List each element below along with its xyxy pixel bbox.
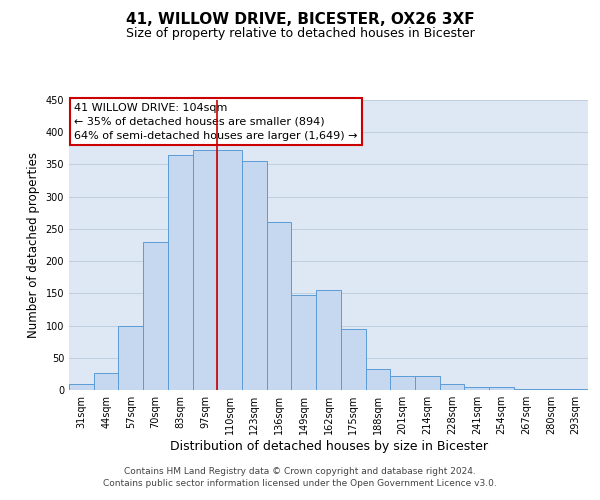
- Bar: [143, 242, 168, 390]
- Text: Size of property relative to detached houses in Bicester: Size of property relative to detached ho…: [125, 28, 475, 40]
- Y-axis label: Number of detached properties: Number of detached properties: [27, 152, 40, 338]
- Text: 41, WILLOW DRIVE, BICESTER, OX26 3XF: 41, WILLOW DRIVE, BICESTER, OX26 3XF: [125, 12, 475, 28]
- X-axis label: Distribution of detached houses by size in Bicester: Distribution of detached houses by size …: [170, 440, 487, 453]
- Bar: [365, 368, 390, 390]
- Bar: [94, 372, 118, 390]
- Bar: [390, 376, 415, 390]
- Bar: [341, 329, 365, 390]
- Bar: [316, 290, 341, 390]
- Bar: [242, 161, 267, 390]
- Bar: [267, 222, 292, 390]
- Bar: [292, 296, 316, 390]
- Text: Contains HM Land Registry data © Crown copyright and database right 2024.
Contai: Contains HM Land Registry data © Crown c…: [103, 466, 497, 487]
- Text: 41 WILLOW DRIVE: 104sqm
← 35% of detached houses are smaller (894)
64% of semi-d: 41 WILLOW DRIVE: 104sqm ← 35% of detache…: [74, 103, 358, 141]
- Bar: [118, 326, 143, 390]
- Bar: [217, 150, 242, 390]
- Bar: [193, 150, 217, 390]
- Bar: [69, 384, 94, 390]
- Bar: [168, 155, 193, 390]
- Bar: [464, 388, 489, 390]
- Bar: [415, 376, 440, 390]
- Bar: [440, 384, 464, 390]
- Bar: [489, 388, 514, 390]
